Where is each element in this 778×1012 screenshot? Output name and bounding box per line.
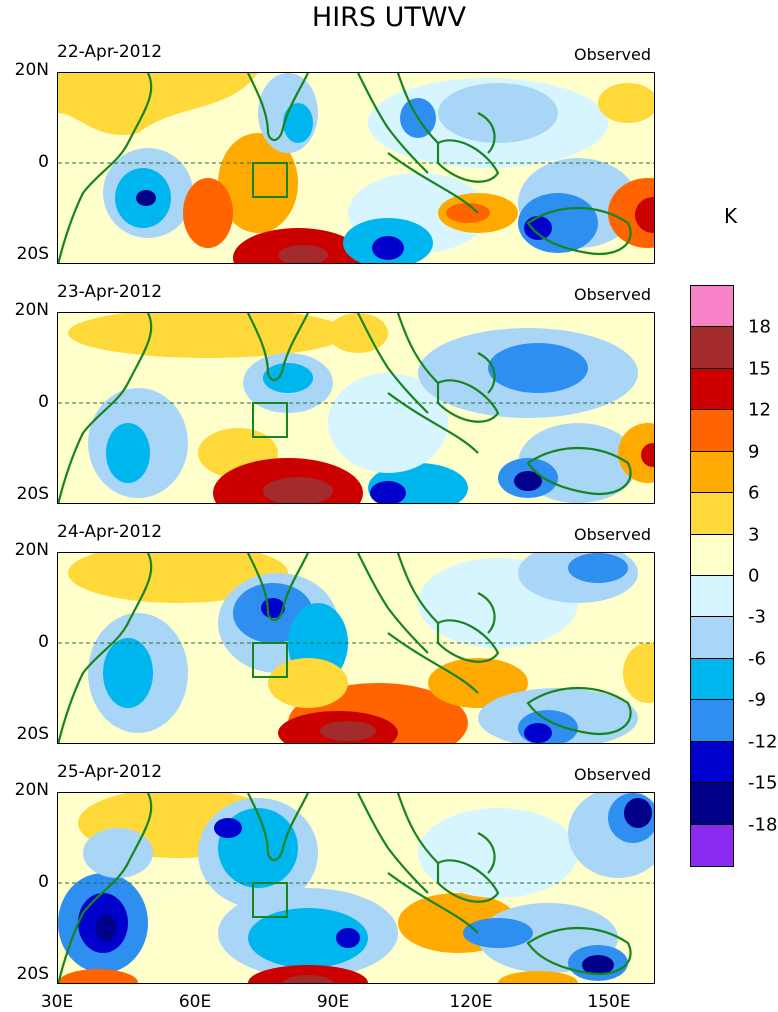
chart-title: HIRS UTWV [311,2,467,33]
colorbar-label: -9 [748,689,766,711]
colorbar-label: 9 [748,441,760,463]
colorbar-label: -18 [748,814,778,836]
y-label-mid: 0 [38,152,49,172]
map-plot [57,72,655,264]
colorbar-swatch [691,658,733,701]
map-panel-2: 23-Apr-2012 Observed [15,282,655,504]
colorbar-swatch [691,368,733,411]
colorbar-label: 6 [748,482,760,504]
y-label-mid: 0 [38,632,49,652]
x-label: 120E [449,992,493,1012]
map-panel-3: 24-Apr-2012 Observed [15,522,655,744]
colorbar-swatch [691,700,733,742]
colorbar-swatch [691,451,733,494]
panel-label: Observed [574,285,651,304]
colorbar-swatch [691,493,733,535]
panel-date: 23-Apr-2012 [57,282,163,302]
units-label: K [724,204,738,228]
y-label-top: 20N [14,540,49,560]
colorbar-swatch [691,534,733,576]
colorbar-swatch [691,327,733,369]
colorbar-label: -3 [748,606,766,628]
panel-label: Observed [574,45,651,64]
y-label-bottom: 20S [16,964,49,984]
map-field [58,553,654,743]
y-label-top: 20N [14,780,49,800]
colorbar-label: 3 [748,524,760,546]
panel-label: Observed [574,525,651,544]
y-label-bottom: 20S [16,484,49,504]
panel-date: 22-Apr-2012 [57,42,163,62]
colorbar-swatch [691,617,733,659]
colorbar-swatch [691,576,733,618]
y-label-bottom: 20S [16,724,49,744]
colorbar-label: -12 [748,731,778,753]
colorbar-label: 18 [748,316,771,338]
colorbar-label: -15 [748,772,778,794]
panel-date: 24-Apr-2012 [57,522,163,542]
colorbar-label: 15 [748,358,771,380]
x-label: 150E [587,992,631,1012]
map-field [58,793,654,983]
map-panel-1: 22-Apr-2012 Observed [15,42,655,264]
x-label: 60E [178,992,212,1012]
y-label-mid: 0 [38,392,49,412]
colorbar-swatch [691,824,733,866]
panel-label: Observed [574,765,651,784]
colorbar-label: 12 [748,399,771,421]
y-label-top: 20N [14,300,49,320]
x-label: 90E [316,992,350,1012]
colorbar [690,285,734,867]
colorbar-label: 0 [748,565,760,587]
colorbar-label: -6 [748,648,766,670]
map-plot [57,312,655,504]
y-label-top: 20N [14,60,49,80]
x-label: 30E [40,992,74,1012]
map-field [58,313,654,503]
colorbar-swatch [691,286,733,328]
map-field [58,73,654,263]
y-label-bottom: 20S [16,244,49,264]
colorbar-swatch [691,410,733,452]
y-label-mid: 0 [38,872,49,892]
colorbar-swatch [691,741,733,784]
panel-date: 25-Apr-2012 [57,762,163,782]
map-plot [57,552,655,744]
map-plot [57,792,655,984]
map-panel-4: 25-Apr-2012 Observed [15,762,655,984]
colorbar-swatch [691,783,733,825]
